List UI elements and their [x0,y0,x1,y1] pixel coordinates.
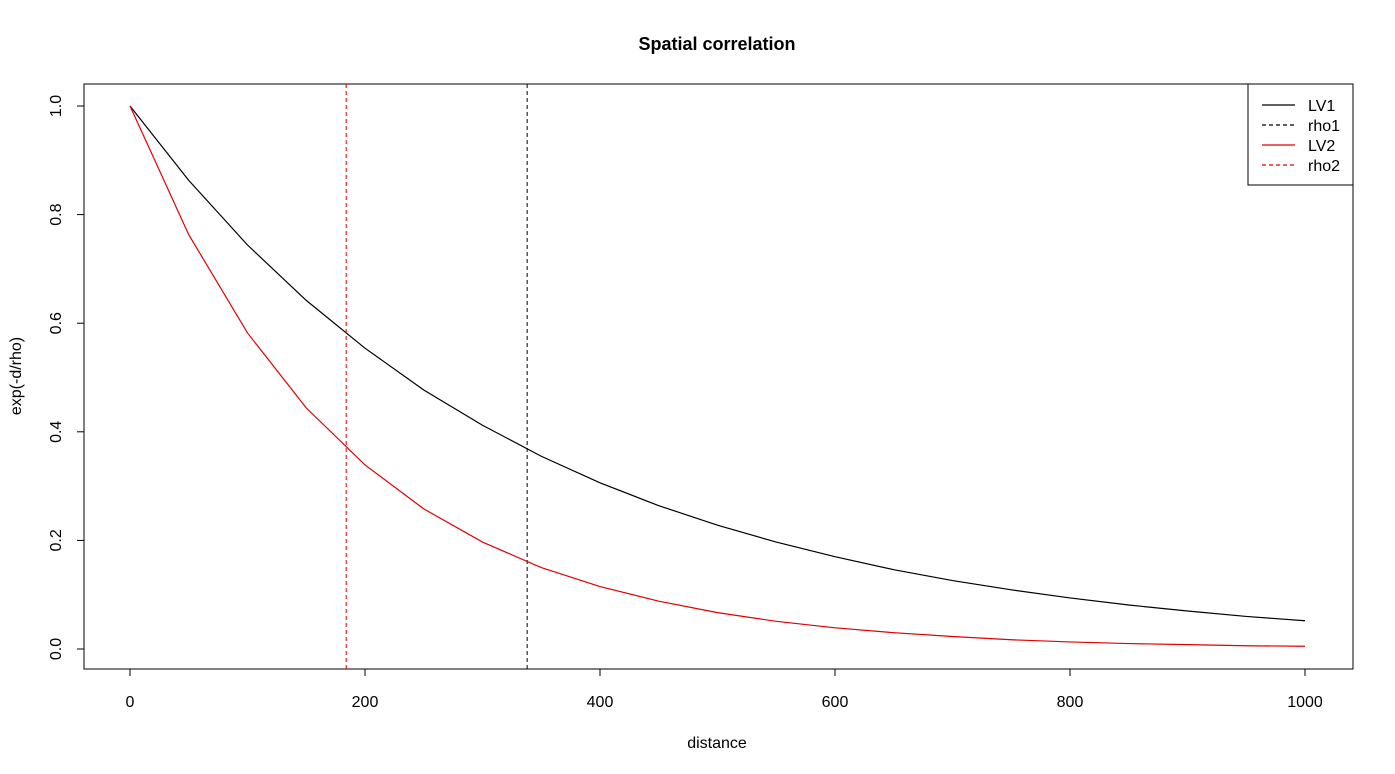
series-layer [129,84,1306,669]
plot-frame [83,83,1354,670]
series-LV1-line [129,105,1306,622]
legend-label-LV2: LV2 [1308,138,1335,155]
x-tick-label: 400 [587,694,614,711]
y-tick-label: 0.4 [48,421,65,443]
y-tick-label: 0.2 [48,529,65,551]
legend-label-rho2: rho2 [1308,158,1340,175]
legend: LV1 rho1 LV2 rho2 [1247,83,1354,186]
y-tick-label: 1.0 [48,95,65,117]
x-axis-label: distance [687,735,747,752]
chart-title: Spatial correlation [638,34,795,54]
x-tick-label: 200 [352,694,379,711]
x-tick-label: 0 [126,694,135,711]
y-axis: 0.0 0.2 0.4 0.6 0.8 1.0 [48,95,85,660]
series-LV2-line [129,105,1306,647]
x-tick-label: 800 [1057,694,1084,711]
y-tick-label: 0.0 [48,638,65,660]
x-tick-label: 1000 [1287,694,1323,711]
legend-label-LV1: LV1 [1308,98,1335,115]
legend-label-rho1: rho1 [1308,118,1340,135]
y-axis-label: exp(-d/rho) [8,337,25,415]
y-tick-label: 0.6 [48,312,65,334]
x-axis: 0 200 400 600 800 1000 [126,668,1323,711]
y-tick-label: 0.8 [48,203,65,225]
legend-box [1247,83,1354,186]
x-tick-label: 600 [822,694,849,711]
